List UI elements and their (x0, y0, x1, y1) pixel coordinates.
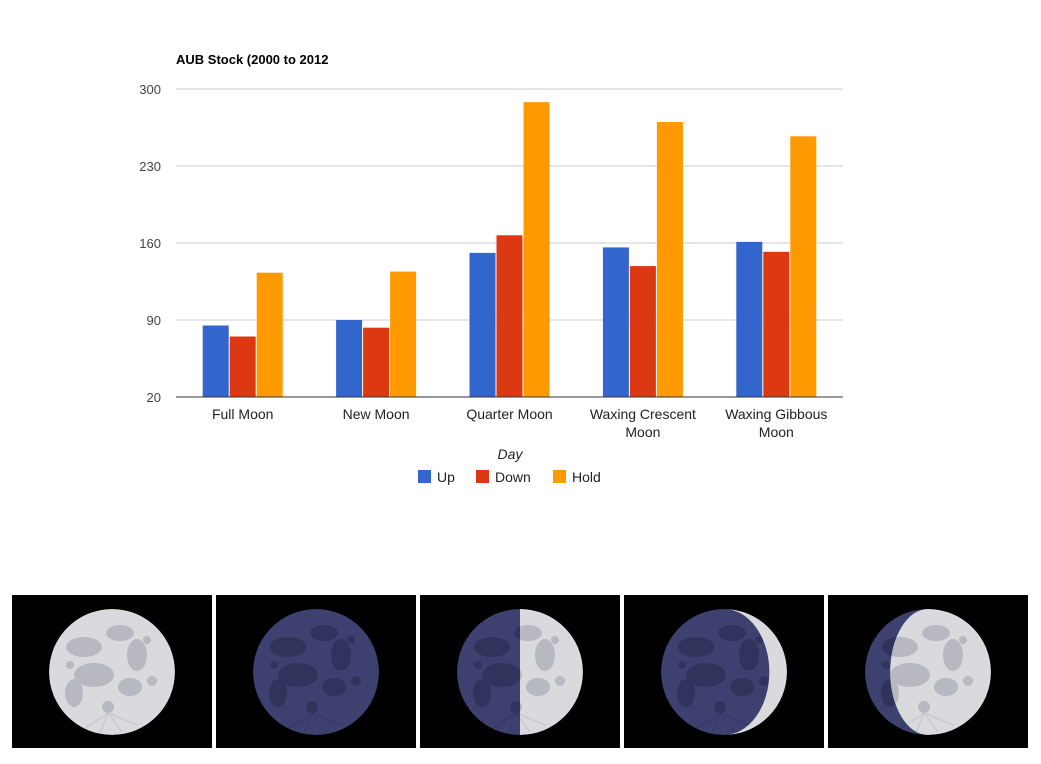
bars (202, 102, 817, 398)
legend-swatch (418, 470, 431, 483)
bar-down[interactable] (763, 251, 790, 397)
y-tick-label: 160 (139, 236, 161, 251)
legend-swatch (553, 470, 566, 483)
bar-down[interactable] (496, 235, 523, 397)
bar-down[interactable] (629, 266, 656, 397)
bar-down[interactable] (363, 327, 390, 397)
chart-title: AUB Stock (2000 to 2012 (176, 52, 328, 67)
x-category-label: Waxing Gibbous Moon (725, 406, 827, 440)
legend-label: Down (495, 469, 531, 485)
bar-up[interactable] (202, 325, 229, 398)
bar-chart: AUB Stock (2000 to 2012 20 90 160 230 300 Fu… (139, 52, 843, 485)
legend-item-up[interactable]: Up (418, 469, 455, 485)
legend-item-down[interactable]: Down (476, 469, 531, 485)
bar-down[interactable] (229, 336, 256, 398)
bar-up[interactable] (336, 320, 363, 397)
full-moon-icon (12, 595, 212, 748)
new-moon-icon (216, 595, 416, 748)
legend-swatch (476, 470, 489, 483)
y-tick-label: 20 (147, 390, 161, 405)
quarter-moon-icon (420, 595, 620, 748)
x-category-label: Waxing Crescent Moon (590, 406, 696, 440)
legend-label: Up (437, 469, 455, 485)
y-tick-label: 230 (139, 159, 161, 174)
x-axis-category-labels: Full Moon New Moon Quarter Moon Waxing Cres… (212, 406, 827, 440)
y-axis-ticks: 20 90 160 230 300 (139, 82, 161, 405)
legend[interactable]: Up Down Hold (418, 469, 601, 485)
bar-hold[interactable] (256, 272, 283, 397)
bar-up[interactable] (469, 252, 496, 397)
legend-label: Hold (572, 469, 601, 485)
x-axis-title: Day (498, 446, 524, 462)
bar-hold[interactable] (656, 122, 683, 397)
y-tick-label: 90 (147, 313, 161, 328)
waxing-crescent-moon-icon (624, 595, 824, 748)
x-category-label: Quarter Moon (466, 406, 552, 422)
bar-hold[interactable] (523, 102, 550, 397)
waxing-gibbous-moon-icon (828, 595, 1028, 748)
x-category-label: New Moon (343, 406, 410, 422)
legend-item-hold[interactable]: Hold (553, 469, 601, 485)
bar-hold[interactable] (390, 271, 417, 397)
bar-hold[interactable] (790, 136, 817, 398)
bar-up[interactable] (736, 241, 763, 397)
x-category-label: Full Moon (212, 406, 273, 422)
moon-phase-strip (12, 595, 1029, 748)
bar-up[interactable] (602, 247, 629, 397)
y-tick-label: 300 (139, 82, 161, 97)
